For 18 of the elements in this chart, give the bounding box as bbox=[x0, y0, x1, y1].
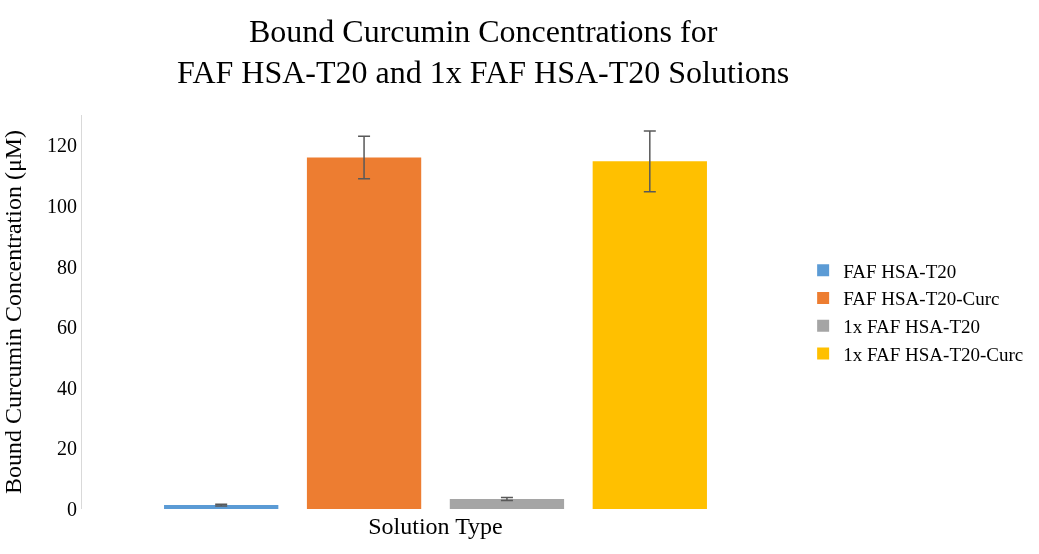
bar bbox=[449, 499, 565, 509]
y-tick-label: 120 bbox=[47, 134, 77, 157]
y-tick-label: 40 bbox=[57, 376, 77, 399]
legend-label: FAF HSA-T20 bbox=[843, 260, 957, 282]
legend-label: 1x FAF HSA-T20 bbox=[843, 316, 981, 338]
y-axis-title: Bound Curcumin Concentration (μM) bbox=[0, 129, 26, 495]
x-axis-title: Solution Type bbox=[368, 513, 503, 540]
legend-label: FAF HSA-T20-Curc bbox=[843, 288, 1000, 310]
y-tick-label: 20 bbox=[57, 437, 77, 460]
y-tick-label: 100 bbox=[47, 194, 77, 217]
y-tick-label: 60 bbox=[57, 316, 77, 339]
chart-title: Bound Curcumin Concentrations for FAF HSA-T20 and 1x FAF HSA-T20 Solutions bbox=[177, 12, 790, 91]
bar bbox=[164, 505, 279, 509]
legend-label: 1x FAF HSA-T20-Curc bbox=[843, 343, 1024, 365]
y-tick-label: 80 bbox=[57, 255, 77, 278]
y-tick-label: 0 bbox=[67, 498, 77, 520]
bar bbox=[592, 161, 707, 509]
bar bbox=[306, 157, 422, 509]
